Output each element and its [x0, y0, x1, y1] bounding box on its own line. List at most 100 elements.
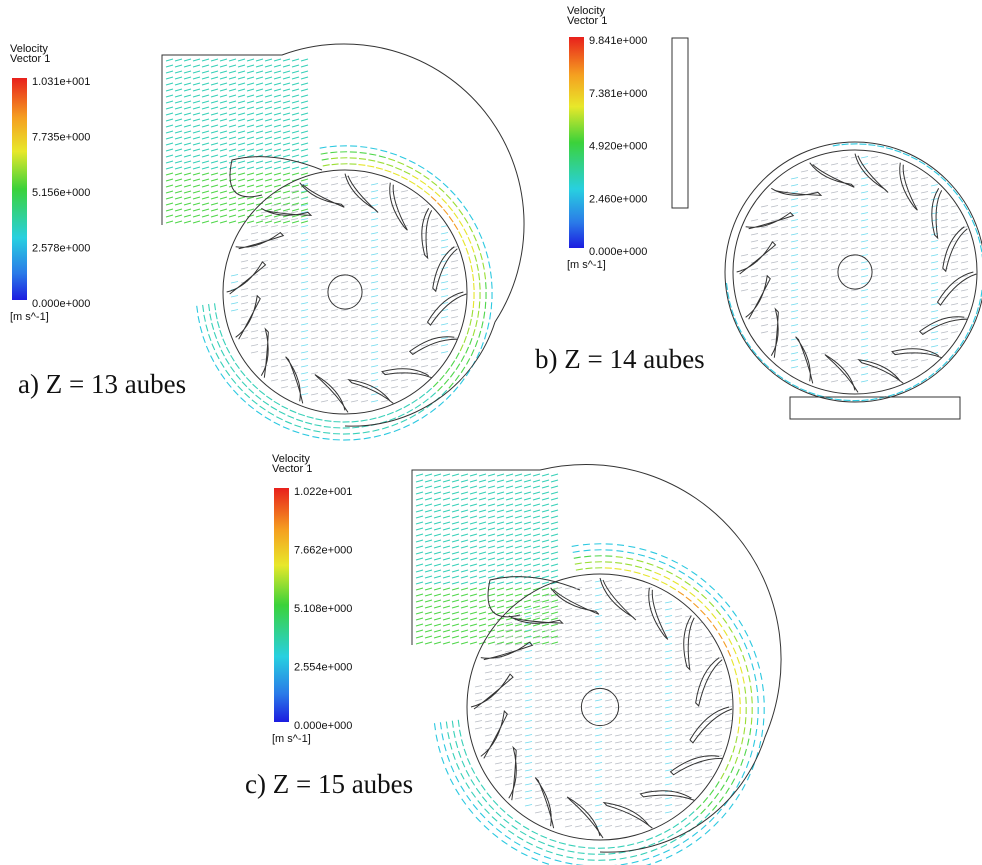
velocity-vector: [270, 351, 279, 354]
velocity-vector: [504, 783, 513, 786]
velocity-vector: [350, 176, 359, 179]
velocity-vector: [165, 136, 174, 140]
velocity-vector: [940, 345, 949, 348]
velocity-vector: [165, 70, 174, 74]
velocity-vector: [451, 581, 460, 585]
velocity-vector: [496, 527, 505, 531]
velocity-vector: [360, 246, 369, 249]
velocity-vector: [900, 282, 909, 285]
velocity-vector: [755, 684, 759, 693]
velocity-vector: [654, 671, 663, 674]
velocity-vector: [554, 643, 563, 646]
velocity-vector: [440, 344, 449, 347]
velocity-vector: [674, 783, 683, 786]
velocity-vector: [930, 198, 939, 201]
velocity-vector: [624, 692, 633, 695]
velocity-vector: [910, 170, 919, 173]
velocity-vector: [420, 260, 429, 263]
velocity-vector: [523, 611, 532, 615]
velocity-vector: [564, 776, 573, 779]
velocity-vector: [282, 88, 291, 92]
velocity-vector: [225, 369, 231, 377]
velocity-vector: [447, 205, 454, 212]
velocity-vector: [634, 601, 643, 604]
velocity-vector: [259, 405, 266, 411]
velocity-vector: [920, 254, 929, 257]
velocity-vector: [524, 678, 533, 681]
velocity-vector: [564, 720, 573, 723]
velocity-vector: [624, 608, 633, 611]
velocity-vector: [504, 692, 513, 695]
velocity-vector: [564, 657, 573, 660]
velocity-vector: [737, 325, 742, 333]
velocity-vector: [544, 629, 553, 632]
velocity-vector: [430, 232, 439, 235]
velocity-vector: [704, 727, 713, 730]
velocity-vector: [720, 772, 725, 780]
velocity-vector: [706, 616, 712, 623]
velocity-vector: [574, 818, 583, 821]
velocity-vector: [390, 260, 399, 263]
velocity-vector: [406, 408, 414, 414]
velocity-vector: [460, 563, 469, 567]
velocity-vector: [496, 563, 505, 567]
velocity-vector: [594, 706, 603, 709]
velocity-vector: [451, 623, 460, 627]
velocity-vector: [323, 431, 331, 434]
velocity-vector: [310, 232, 319, 235]
velocity-vector: [790, 240, 799, 243]
velocity-vector: [626, 557, 634, 560]
velocity-vector: [350, 309, 359, 312]
color-bar-label: 1.031e+001: [32, 76, 90, 88]
velocity-vector: [544, 615, 553, 618]
velocity-vector: [420, 295, 429, 298]
velocity-vector: [340, 281, 349, 284]
velocity-vector: [514, 503, 523, 507]
velocity-vector: [215, 352, 220, 360]
velocity-vector: [940, 176, 947, 182]
velocity-vector: [320, 239, 329, 242]
velocity-vector: [860, 366, 869, 369]
velocity-vector: [433, 629, 442, 633]
velocity-vector: [544, 706, 553, 709]
velocity-vector: [514, 509, 523, 513]
velocity-vector: [340, 288, 349, 291]
blade: [550, 587, 600, 615]
velocity-vector: [840, 289, 849, 292]
velocity-vector: [574, 643, 583, 646]
velocity-vector: [704, 713, 713, 716]
velocity-vector: [541, 497, 550, 501]
velocity-vector: [451, 521, 460, 525]
velocity-vector: [300, 178, 309, 182]
velocity-vector: [282, 94, 291, 98]
velocity-vector: [735, 736, 738, 744]
velocity-vector: [614, 615, 623, 618]
velocity-vector: [201, 130, 210, 134]
velocity-vector: [210, 196, 219, 200]
velocity-vector: [478, 533, 487, 537]
velocity-vector: [260, 288, 269, 291]
velocity-vector: [214, 364, 220, 371]
velocity-vector: [514, 685, 523, 688]
velocity-vector: [424, 527, 433, 531]
velocity-vector: [310, 393, 319, 396]
velocity-vector: [738, 619, 744, 627]
velocity-vector: [664, 720, 673, 723]
velocity-vector: [780, 303, 789, 306]
velocity-vector: [664, 608, 673, 611]
velocity-vector: [280, 232, 289, 235]
velocity-vector: [496, 473, 505, 477]
velocity-vector: [664, 783, 673, 786]
velocity-vector: [320, 246, 329, 249]
velocity-vector: [850, 310, 859, 313]
velocity-vector: [541, 491, 550, 495]
velocity-vector: [475, 787, 481, 795]
velocity-vector: [470, 791, 476, 798]
velocity-vector: [810, 177, 819, 180]
velocity-vector: [240, 267, 249, 270]
velocity-vector: [760, 219, 769, 222]
velocity-vector: [370, 183, 379, 186]
velocity-vector: [948, 354, 954, 361]
velocity-vector: [550, 485, 559, 489]
velocity-vector: [201, 112, 210, 116]
